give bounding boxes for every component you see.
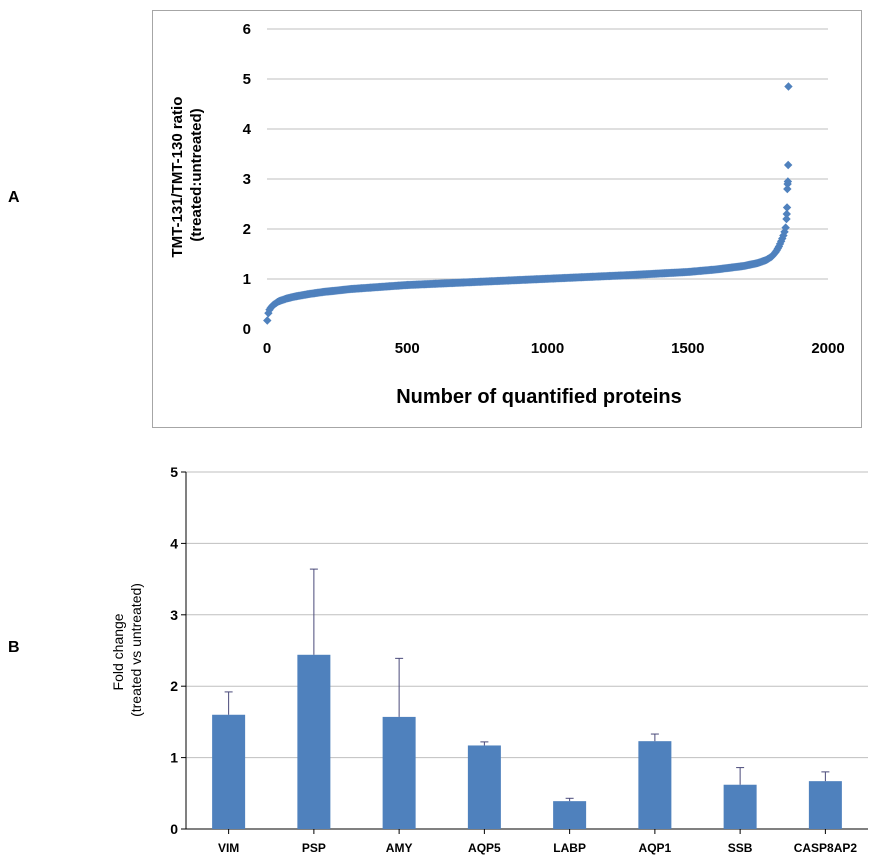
panel-label-b: B: [8, 639, 20, 656]
category-label: SSB: [728, 841, 753, 855]
x-tick-label: 0: [263, 340, 271, 357]
data-point: [781, 223, 790, 232]
data-point: [783, 184, 792, 194]
y-tick-label: 5: [243, 71, 251, 88]
x-tick-label: 2000: [811, 340, 844, 357]
bar: [723, 784, 757, 829]
y-tick-label: 4: [243, 121, 252, 138]
y-tick-label: 0: [170, 821, 178, 837]
bar: [808, 781, 842, 829]
category-label: VIM: [218, 841, 239, 855]
y-axis-title: TMT-131/TMT-130 ratio (treated:untreated…: [169, 92, 205, 257]
bar: [553, 801, 587, 829]
y-axis-ticks: 0 1 2 3 4 5: [170, 464, 178, 837]
category-label: AQP1: [639, 841, 672, 855]
y-tick-label: 2: [170, 678, 178, 694]
y-axis-title-line-1: TMT-131/TMT-130 ratio: [169, 97, 186, 258]
y-tick-label: 6: [243, 21, 251, 38]
chart-gridlines: [181, 471, 868, 834]
x-tick-label: 1000: [531, 340, 564, 357]
y-tick-label: 0: [243, 321, 251, 338]
category-label: PSP: [302, 841, 326, 855]
y-axis-title-line-1: Fold change: [110, 613, 126, 690]
y-axis-title-line-2: (treated vs untreated): [128, 583, 144, 717]
data-point: [263, 316, 272, 325]
data-point: [780, 227, 789, 237]
data-point: [783, 160, 793, 170]
x-axis-title: Number of quantified proteins: [396, 386, 682, 408]
chart-gridlines: [267, 28, 828, 280]
x-axis-ticks: 0 500 1000 1500 2000: [263, 340, 845, 357]
data-point: [782, 203, 792, 212]
y-tick-label: 3: [170, 607, 178, 623]
data-points: [263, 82, 793, 325]
chart-border: [152, 10, 862, 428]
data-point: [782, 209, 791, 219]
bars: [212, 654, 842, 829]
bar: [212, 714, 246, 829]
data-point: [784, 82, 793, 91]
y-tick-label: 5: [170, 464, 178, 480]
x-tick-label: 1500: [671, 340, 704, 357]
y-axis-title-line-2: (treated:untreated): [188, 108, 205, 241]
y-tick-label: 3: [243, 171, 251, 188]
category-label: CASP8AP2: [794, 841, 858, 855]
x-tick-label: 500: [395, 340, 420, 357]
bar: [467, 745, 501, 829]
category-label: AMY: [386, 841, 413, 855]
y-axis-title: Fold change (treated vs untreated): [110, 583, 144, 717]
data-point: [782, 214, 791, 224]
scatter-chart: 0 1 2 3 4 5 6 0 500 1000 1500 2000 Number of quant…: [152, 10, 862, 428]
bar: [638, 741, 672, 829]
panel-label-a: A: [8, 189, 20, 206]
y-tick-label: 1: [170, 750, 178, 766]
error-bars: [224, 568, 830, 802]
y-tick-label: 1: [243, 271, 251, 288]
bar: [297, 654, 331, 829]
data-point: [783, 177, 793, 186]
category-label: LABP: [553, 841, 586, 855]
y-tick-label: 4: [170, 535, 178, 551]
category-labels: VIM PSP AMY AQP5 LABP AQP1 SSB CASP8AP2: [218, 841, 857, 855]
y-tick-label: 2: [243, 221, 251, 238]
category-label: AQP5: [468, 841, 501, 855]
bar: [382, 716, 416, 829]
y-axis-ticks: 0 1 2 3 4 5 6: [243, 21, 252, 338]
